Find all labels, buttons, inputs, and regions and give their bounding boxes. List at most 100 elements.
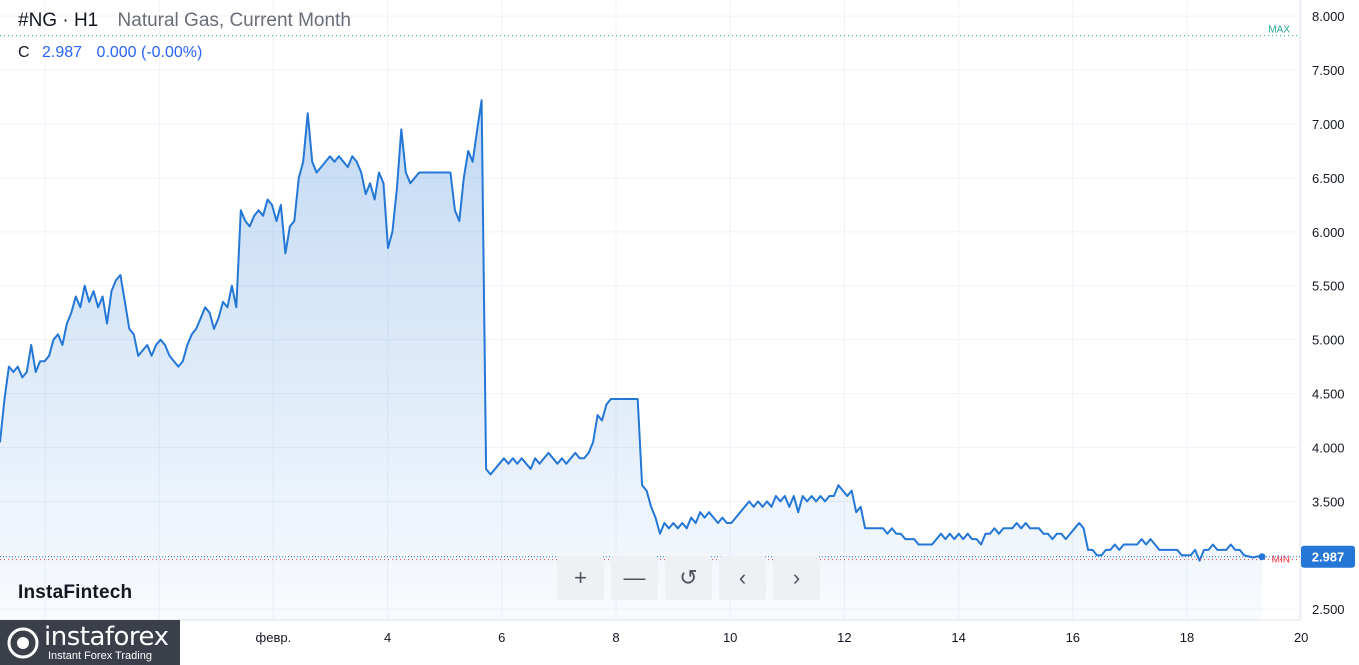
data-point (106, 322, 108, 325)
data-point (967, 533, 969, 535)
x-tick-label: 4 (384, 630, 391, 645)
instaforex-logo[interactable]: instaforex Instant Forex Trading (0, 620, 180, 665)
data-point (1221, 549, 1223, 551)
data-point (757, 500, 759, 502)
data-point (704, 517, 706, 519)
data-point (788, 506, 790, 508)
data-point (610, 398, 612, 400)
data-point (913, 538, 915, 540)
data-point (819, 495, 822, 497)
data-point (623, 398, 625, 400)
data-point (1216, 549, 1218, 551)
symbol-label[interactable]: #NG · H1 (18, 10, 99, 31)
data-point (195, 328, 197, 330)
data-point (864, 527, 866, 529)
data-point (922, 543, 924, 546)
data-point (159, 339, 162, 341)
data-point (989, 533, 991, 535)
data-point (66, 322, 68, 325)
data-point (904, 538, 906, 540)
zoom-in-button[interactable]: + (557, 556, 604, 600)
data-point (900, 533, 902, 535)
data-point (476, 128, 478, 130)
logo-tagline: Instant Forex Trading (48, 650, 152, 662)
data-point (984, 533, 987, 535)
y-tick-label: 8.000 (1312, 9, 1345, 24)
data-point (561, 457, 563, 459)
data-point (886, 533, 889, 535)
x-tick-label: 10 (723, 630, 737, 645)
data-point (525, 463, 527, 465)
data-point (1136, 543, 1138, 546)
data-point (481, 99, 483, 101)
data-point (846, 495, 848, 497)
data-point (1047, 533, 1049, 535)
reset-button[interactable]: ↺ (665, 556, 712, 600)
data-point (592, 441, 594, 443)
data-point (815, 500, 817, 502)
price-area (0, 99, 1263, 621)
data-point (400, 128, 402, 130)
data-point (668, 527, 670, 529)
data-point (298, 177, 300, 179)
data-point (753, 506, 755, 508)
data-point (57, 333, 59, 335)
series-area-fill (0, 100, 1262, 621)
data-point (155, 344, 157, 346)
data-point (512, 457, 514, 459)
data-point (449, 171, 451, 174)
data-point (61, 344, 64, 346)
data-point (418, 171, 420, 174)
data-point (739, 511, 741, 513)
x-tick-label: февр. (256, 630, 292, 645)
y-tick-label: 2.500 (1312, 602, 1345, 617)
data-point (601, 419, 603, 422)
data-point (980, 543, 982, 546)
data-point (142, 349, 144, 351)
data-point (235, 306, 237, 308)
data-point (494, 468, 496, 470)
data-point (30, 344, 32, 346)
data-point (231, 285, 233, 287)
data-point (802, 495, 804, 497)
data-point (35, 371, 37, 373)
data-point (436, 171, 438, 174)
scroll-left-button[interactable]: ‹ (719, 556, 766, 600)
data-point (539, 463, 541, 465)
data-point (588, 452, 590, 454)
data-point (467, 150, 469, 152)
scroll-right-button[interactable]: › (773, 556, 820, 600)
data-point (998, 533, 1000, 535)
data-point (1154, 543, 1156, 546)
last-price-badge: 2.987 (0, 545, 1355, 568)
logo-icon (7, 627, 39, 659)
series-line (0, 99, 1263, 562)
data-point (579, 457, 581, 459)
data-point (1002, 527, 1005, 529)
data-point (226, 306, 228, 308)
data-point (217, 317, 220, 319)
data-point (1029, 527, 1031, 529)
min-label: MIN (1272, 555, 1290, 566)
data-point (1096, 554, 1098, 556)
data-point (356, 161, 358, 163)
data-point (1181, 554, 1183, 556)
data-point (1145, 543, 1147, 546)
data-point (320, 166, 322, 168)
max-label: MAX (1268, 25, 1290, 36)
logo-text: instaforex (44, 622, 169, 652)
data-point (1230, 543, 1232, 546)
data-point (806, 500, 808, 502)
data-point (302, 161, 304, 163)
data-point (1172, 549, 1174, 551)
data-point (833, 495, 835, 497)
price-axis[interactable]: 8.000 7.500 7.000 6.500 6.000 5.500 5.000 4.500… (1312, 9, 1345, 617)
data-point (1007, 527, 1009, 529)
data-point (574, 452, 576, 454)
data-point (3, 398, 6, 400)
data-point (993, 527, 996, 529)
zoom-out-button[interactable]: — (611, 556, 658, 600)
data-point (311, 161, 313, 163)
